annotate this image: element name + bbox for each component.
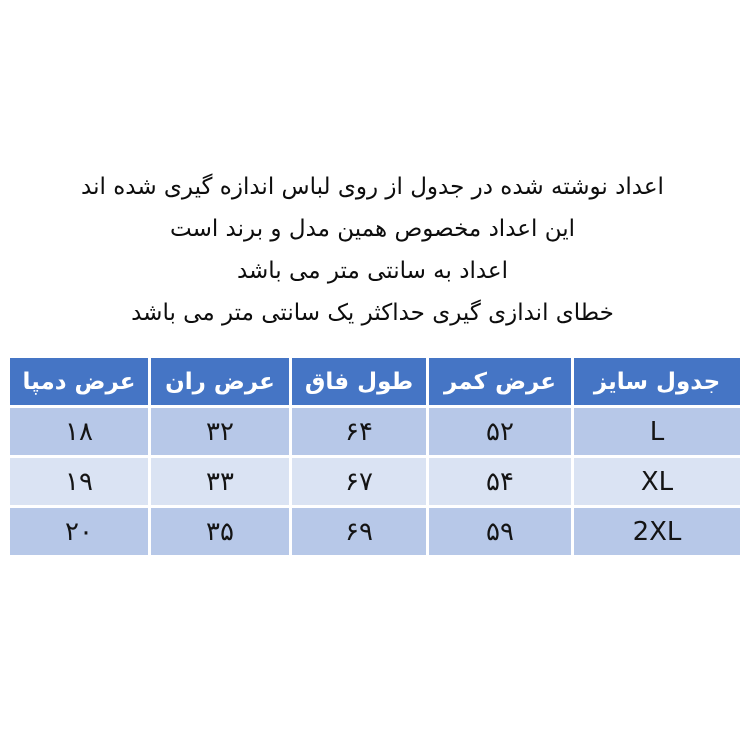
table-header-row: جدول سایز عرض کمر طول فاق عرض ران عرض دم… <box>10 358 740 405</box>
header-leg-opening-width: عرض دمپا <box>10 358 148 405</box>
cell-rise: ۶۷ <box>292 458 426 505</box>
cell-thigh: ۳۵ <box>151 508 289 555</box>
header-rise-length: طول فاق <box>292 358 426 405</box>
cell-size: 2XL <box>574 508 740 555</box>
note-line-measured-on-garment: اعداد نوشته شده در جدول از روی لباس اندا… <box>81 174 664 200</box>
cell-size: XL <box>574 458 740 505</box>
cell-thigh: ۳۲ <box>151 408 289 455</box>
note-line-tolerance: خطای اندازی گیری حداکثر یک سانتی متر می … <box>131 300 614 326</box>
cell-leg-opening: ۱۸ <box>10 408 148 455</box>
cell-leg-opening: ۱۹ <box>10 458 148 505</box>
header-thigh-width: عرض ران <box>151 358 289 405</box>
cell-rise: ۶۹ <box>292 508 426 555</box>
cell-waist: ۵۹ <box>429 508 571 555</box>
header-waist-width: عرض کمر <box>429 358 571 405</box>
cell-rise: ۶۴ <box>292 408 426 455</box>
notes-block: اعداد نوشته شده در جدول از روی لباس اندا… <box>0 166 745 334</box>
header-size-chart: جدول سایز <box>574 358 740 405</box>
table-row-2XL: 2XL ۵۹ ۶۹ ۳۵ ۲۰ <box>10 508 740 555</box>
table-row-XL: XL ۵۴ ۶۷ ۳۳ ۱۹ <box>10 458 740 505</box>
cell-size: L <box>574 408 740 455</box>
cell-leg-opening: ۲۰ <box>10 508 148 555</box>
table-row-L: L ۵۲ ۶۴ ۳۲ ۱۸ <box>10 408 740 455</box>
cell-waist: ۵۴ <box>429 458 571 505</box>
note-line-model-specific: این اعداد مخصوص همین مدل و برند است <box>170 216 575 242</box>
size-table: جدول سایز عرض کمر طول فاق عرض ران عرض دم… <box>7 355 743 558</box>
note-line-units-cm: اعداد به سانتی متر می باشد <box>236 258 509 284</box>
cell-thigh: ۳۳ <box>151 458 289 505</box>
cell-waist: ۵۲ <box>429 408 571 455</box>
